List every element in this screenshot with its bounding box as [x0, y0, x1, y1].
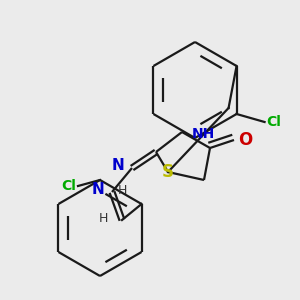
Text: H: H	[99, 212, 108, 224]
Text: H: H	[118, 184, 128, 197]
Text: N: N	[111, 158, 124, 173]
Text: S: S	[162, 163, 174, 181]
Text: Cl: Cl	[267, 115, 281, 129]
Text: Cl: Cl	[61, 179, 76, 193]
Text: N: N	[91, 182, 104, 197]
Text: O: O	[238, 131, 252, 149]
Text: NH: NH	[192, 127, 215, 141]
